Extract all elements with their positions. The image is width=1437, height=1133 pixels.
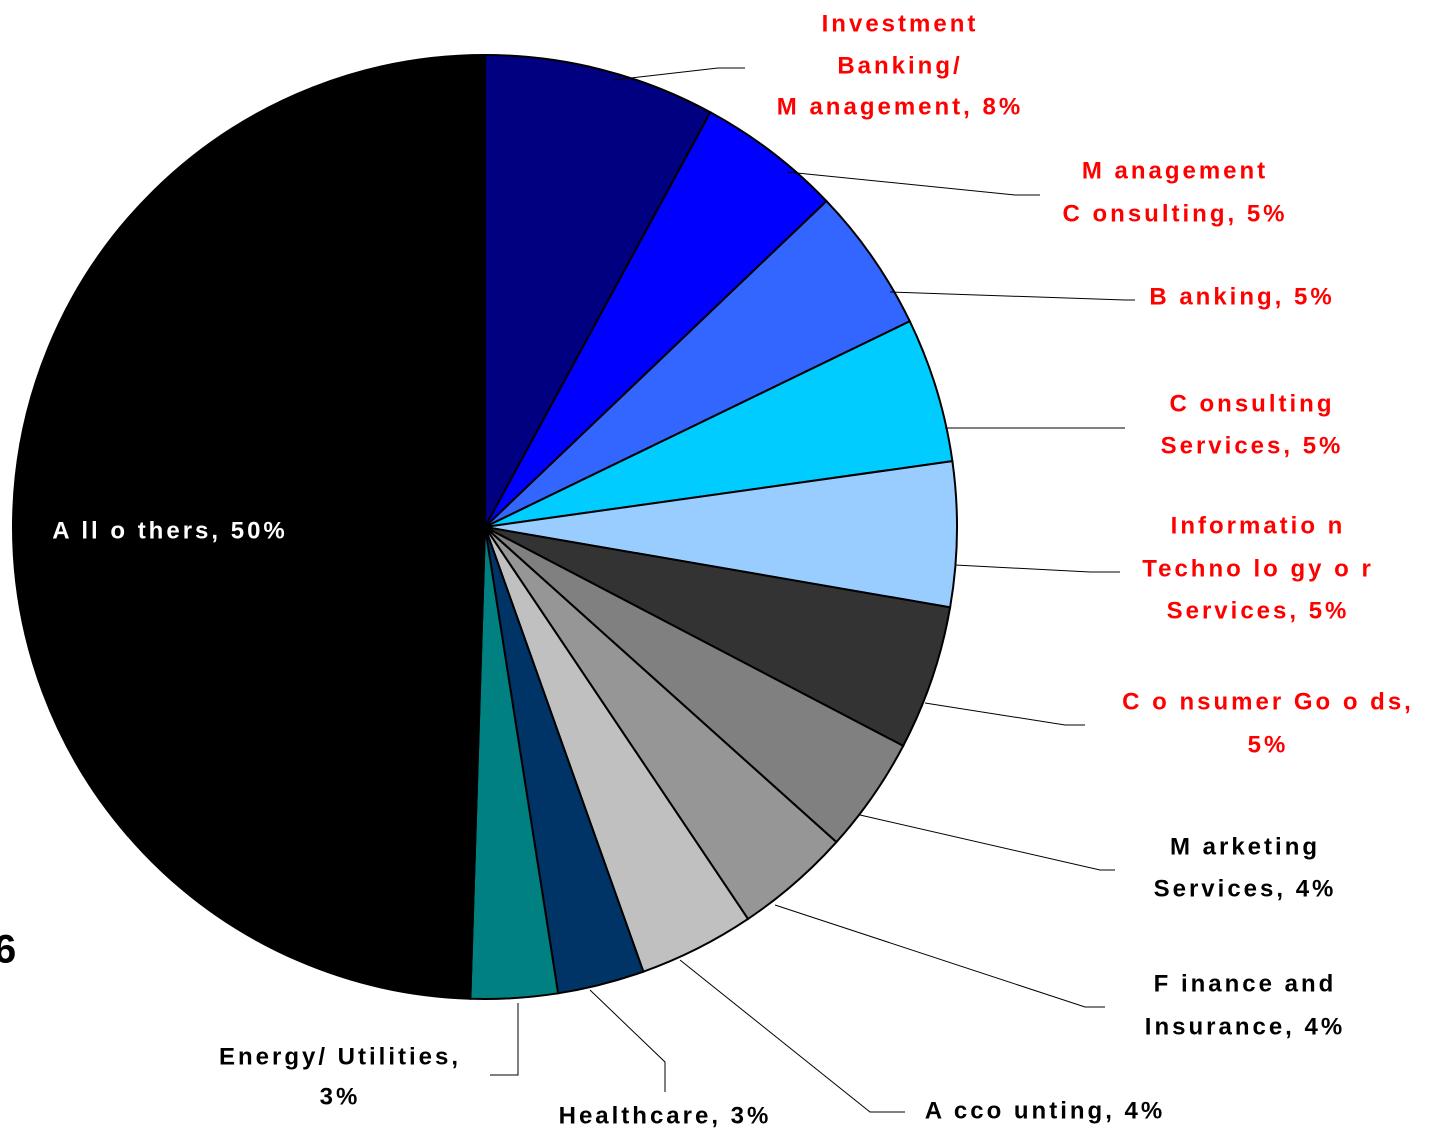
data-label: Healthcare, 3% [559, 1102, 772, 1129]
leader-line [786, 171, 1040, 196]
pie-slice [484, 53, 712, 528]
data-label: F inance and [1154, 970, 1337, 997]
leader-line [679, 959, 905, 1113]
leader-line [889, 291, 1135, 301]
data-label: Energy/ Utilities, [219, 1043, 461, 1070]
data-label: M anagement, 8% [777, 93, 1023, 120]
data-label: M arketing [1170, 833, 1320, 860]
data-label: Services, 5% [1161, 432, 1344, 459]
data-label: Informatio n [1171, 512, 1346, 539]
data-label: B anking, 5% [1149, 283, 1334, 310]
data-label: Techno lo gy o r [1142, 555, 1374, 582]
leader-line [859, 814, 1115, 871]
data-label: Insurance, 4% [1145, 1013, 1345, 1040]
pie-slice [484, 526, 952, 748]
data-label: Services, 5% [1167, 597, 1350, 624]
leader-line [589, 989, 666, 1092]
leader-line [954, 564, 1120, 573]
pie-slice [484, 199, 912, 528]
data-label: M anagement [1082, 157, 1268, 184]
leader-line [924, 702, 1085, 726]
data-label: Services, 4% [1154, 875, 1337, 902]
data-label: 5% [1248, 731, 1289, 758]
data-label: A cco unting, 4% [925, 1097, 1165, 1124]
pie-slice [484, 319, 954, 528]
leader-line [490, 1003, 519, 1076]
data-label: Banking/ [837, 52, 962, 79]
side-text: 6 [0, 928, 19, 972]
pie-slice [484, 460, 958, 609]
data-label: Investment [822, 10, 979, 37]
data-label: A ll o thers, 50% [52, 517, 288, 544]
pie-slice [484, 110, 828, 528]
data-label: 3% [320, 1083, 361, 1110]
leader-line [774, 904, 1105, 1008]
data-label: C o nsumer Go o ds, [1122, 688, 1414, 715]
data-label: C onsulting [1170, 390, 1335, 417]
leader-line [612, 67, 745, 81]
pie-slice [12, 53, 486, 1000]
data-label: C onsulting, 5% [1063, 200, 1288, 227]
